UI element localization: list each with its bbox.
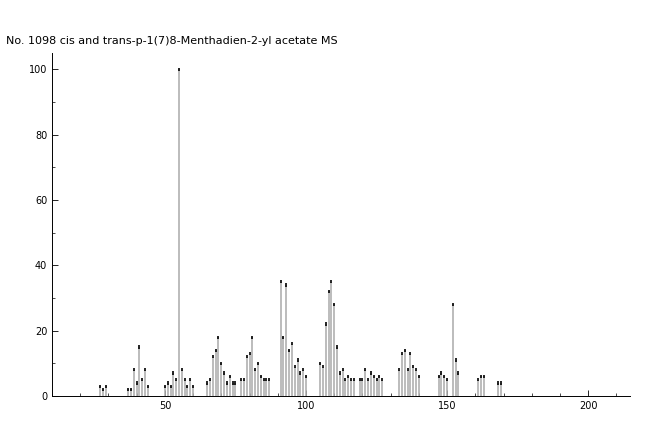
Text: No. 1098 cis and trans-p-1(7)8-Menthadien-2-yl acetate MS: No. 1098 cis and trans-p-1(7)8-Menthadie… (6, 37, 337, 47)
